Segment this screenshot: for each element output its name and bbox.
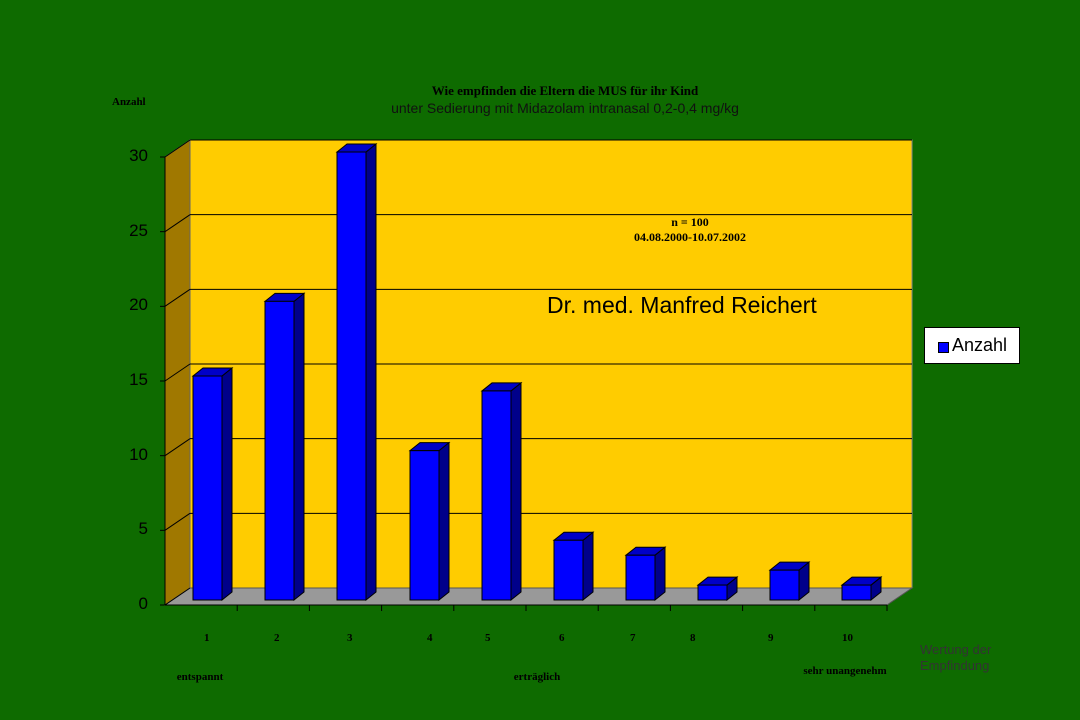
y-axis-label: Anzahl xyxy=(112,96,146,108)
bar-side xyxy=(438,441,450,602)
x-tick-label: 6 xyxy=(559,632,565,644)
category-note-ertraeglich: erträglich xyxy=(513,671,561,683)
category-note-entspannt: entspannt xyxy=(176,671,224,683)
x-tick-label: 2 xyxy=(274,632,280,644)
bar xyxy=(553,539,584,601)
y-tick-label: 15 xyxy=(129,370,148,389)
x-tick-label: 7 xyxy=(630,632,636,644)
legend: Anzahl xyxy=(924,327,1020,364)
x-tick-label: 4 xyxy=(427,632,433,644)
x-tick-label: 1 xyxy=(204,632,210,644)
x-axis-label: Wertung der Empfindung xyxy=(920,642,992,673)
gridline-side xyxy=(164,214,191,233)
bar xyxy=(192,375,223,601)
gridline-side xyxy=(164,438,191,457)
y-tick-label: 25 xyxy=(129,220,148,240)
bar xyxy=(697,584,728,601)
chart-title: Wie empfinden die Eltern die MUS für ihr… xyxy=(431,83,699,98)
bar-side xyxy=(582,531,594,602)
bar xyxy=(264,300,295,601)
y-tick-label: 20 xyxy=(129,295,148,315)
gridline-side xyxy=(164,139,191,158)
annotation-author: Dr. med. Manfred Reichert xyxy=(547,292,817,318)
bar-side xyxy=(293,292,305,602)
bar-side xyxy=(654,546,666,602)
x-tick-label: 3 xyxy=(347,632,353,644)
annotation-n: n = 100 xyxy=(671,215,709,229)
y-tick-label: 0 xyxy=(138,594,148,613)
gridline-side xyxy=(164,363,191,382)
legend-swatch xyxy=(938,342,949,353)
annotation-date-range: 04.08.2000-10.07.2002 xyxy=(634,230,746,244)
y-tick-label: 30 xyxy=(129,146,148,165)
bar xyxy=(625,554,656,601)
bar-side xyxy=(221,366,233,602)
bar-side xyxy=(510,381,522,602)
x-tick-label: 5 xyxy=(485,632,491,644)
bar xyxy=(336,151,367,601)
bar xyxy=(769,569,800,601)
bar xyxy=(841,584,872,601)
x-tick-label: 10 xyxy=(842,632,853,644)
chart-subtitle: unter Sedierung mit Midazolam intranasal… xyxy=(391,100,739,116)
bar xyxy=(409,450,440,601)
gridline-side xyxy=(164,288,191,307)
gridline-side xyxy=(164,587,191,606)
y-tick-label: 5 xyxy=(138,519,148,539)
x-tick-label: 8 xyxy=(690,632,696,644)
x-tick-label: 9 xyxy=(768,632,774,644)
bar-side xyxy=(365,142,377,602)
bar xyxy=(481,390,512,601)
gridline-side xyxy=(164,512,191,531)
y-tick-label: 10 xyxy=(129,444,148,464)
legend-label: Anzahl xyxy=(952,335,1008,355)
category-note-sehr-unangenehm: sehr unangenehm xyxy=(803,665,887,677)
